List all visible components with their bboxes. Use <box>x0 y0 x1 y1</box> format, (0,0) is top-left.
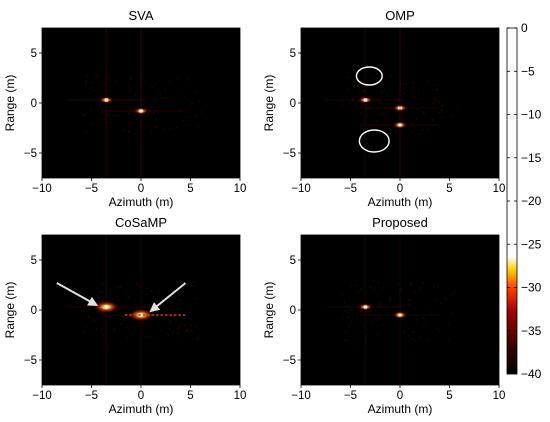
artifact-spot <box>129 314 132 316</box>
y-axis-label: Range (m) <box>262 75 276 132</box>
artifact-spot <box>160 314 163 316</box>
panel-title: OMP <box>385 8 415 23</box>
colorbar-tick-label: −20 <box>521 194 542 208</box>
x-axis-label: Azimuth (m) <box>368 195 433 209</box>
x-tick-label: 0 <box>397 390 403 402</box>
scatterer-3 <box>360 28 440 178</box>
scatterer-2 <box>101 235 181 385</box>
x-tick-label: 5 <box>187 183 193 195</box>
x-axis-label: Azimuth (m) <box>109 402 174 416</box>
artifact-spot <box>142 314 146 316</box>
artifact-spot <box>133 314 137 316</box>
x-tick-label: 10 <box>493 183 506 195</box>
y-tick-label: −5 <box>283 148 296 160</box>
annotation-arrow-1 <box>56 282 99 306</box>
artifact-spot <box>169 314 172 316</box>
y-tick-label: 5 <box>31 48 37 60</box>
x-tick-label: 5 <box>446 183 452 195</box>
x-tick-label: −5 <box>85 390 98 402</box>
annotation-ellipse-1 <box>355 66 383 86</box>
annotation-ellipse-2 <box>358 129 390 153</box>
artifact-spot <box>178 314 181 316</box>
y-tick-label: −5 <box>283 355 296 367</box>
x-axis-label: Azimuth (m) <box>368 402 433 416</box>
y-tick-label: 5 <box>31 255 37 267</box>
colorbar-tick-label: −15 <box>521 151 542 165</box>
y-tick-label: 0 <box>31 98 37 110</box>
plot-area <box>301 28 499 178</box>
x-tick-label: −10 <box>32 183 52 195</box>
artifact-spot <box>173 314 177 316</box>
artifact-spot <box>151 314 155 316</box>
y-tick-label: 0 <box>290 98 296 110</box>
x-tick-label: 0 <box>397 183 403 195</box>
colorbar-tick-label: −35 <box>521 324 542 338</box>
x-tick-label: 5 <box>187 390 193 402</box>
scatterer-1 <box>66 235 147 385</box>
x-axis-label: Azimuth (m) <box>109 195 174 209</box>
x-tick-label: −5 <box>344 183 357 195</box>
panel-omp: −10 −5 0 5 10 5 0 −5 OMP Azimuth (m) Range (m) <box>262 8 505 209</box>
artifact-spot <box>165 314 168 316</box>
y-tick-label: −5 <box>24 148 37 160</box>
y-axis-label: Range (m) <box>3 75 17 132</box>
colorbar: 0 −5 −10 −15 −20 −25 −30 −35 −40 <box>506 21 542 381</box>
scatterer-1 <box>325 28 406 178</box>
scatterer-2 <box>360 28 440 178</box>
x-tick-label: −10 <box>291 183 311 195</box>
y-tick-label: 5 <box>290 255 296 267</box>
x-tick-label: 5 <box>446 390 452 402</box>
colorbar-tick-label: −30 <box>521 281 542 295</box>
y-tick-label: 5 <box>290 48 296 60</box>
y-axis-label: Range (m) <box>3 282 17 339</box>
plot-area <box>301 235 499 385</box>
colorbar-tick-label: −25 <box>521 237 542 251</box>
artifact-spot <box>182 314 186 316</box>
artifact-spot <box>124 314 128 316</box>
x-tick-label: −10 <box>291 390 311 402</box>
x-tick-label: 10 <box>234 390 247 402</box>
panel-title: Proposed <box>372 215 428 230</box>
y-tick-label: 0 <box>31 305 37 317</box>
x-tick-label: −10 <box>32 390 52 402</box>
scatterer-2 <box>360 235 440 385</box>
y-axis-label: Range (m) <box>262 282 276 339</box>
scatterer-2 <box>101 28 181 178</box>
colorbar-tick-label: −5 <box>521 64 535 78</box>
panel-cosamp: −10 −5 0 5 10 5 0 −5 CoSaMP Azimuth (m) Range (m) <box>3 215 246 416</box>
scatterer-1 <box>325 235 406 385</box>
colorbar-tick-label: −10 <box>521 108 542 122</box>
colorbar-tick-label: 0 <box>521 21 528 35</box>
panel-title: SVA <box>128 8 153 23</box>
colorbar-tick-label: −40 <box>521 367 542 381</box>
artifact-spot <box>156 314 159 316</box>
x-tick-label: 10 <box>234 183 247 195</box>
panel-proposed: −10 −5 0 5 10 5 0 −5 Proposed Azimuth (m) Range (m… <box>262 215 505 416</box>
y-tick-label: −5 <box>24 355 37 367</box>
panel-title: CoSaMP <box>115 215 167 230</box>
artifact-spot <box>147 314 150 316</box>
x-tick-label: 10 <box>493 390 506 402</box>
x-tick-label: −5 <box>344 390 357 402</box>
x-tick-label: 0 <box>138 390 144 402</box>
scatterer-1 <box>66 28 147 178</box>
artifact-spot <box>138 314 141 316</box>
panel-sva: −10 −5 0 5 10 5 0 −5 SVA Azimuth (m) Range (m) <box>3 8 246 209</box>
x-tick-label: 0 <box>138 183 144 195</box>
annotation-arrow-2 <box>149 282 187 313</box>
x-tick-label: −5 <box>85 183 98 195</box>
y-tick-label: 0 <box>290 305 296 317</box>
